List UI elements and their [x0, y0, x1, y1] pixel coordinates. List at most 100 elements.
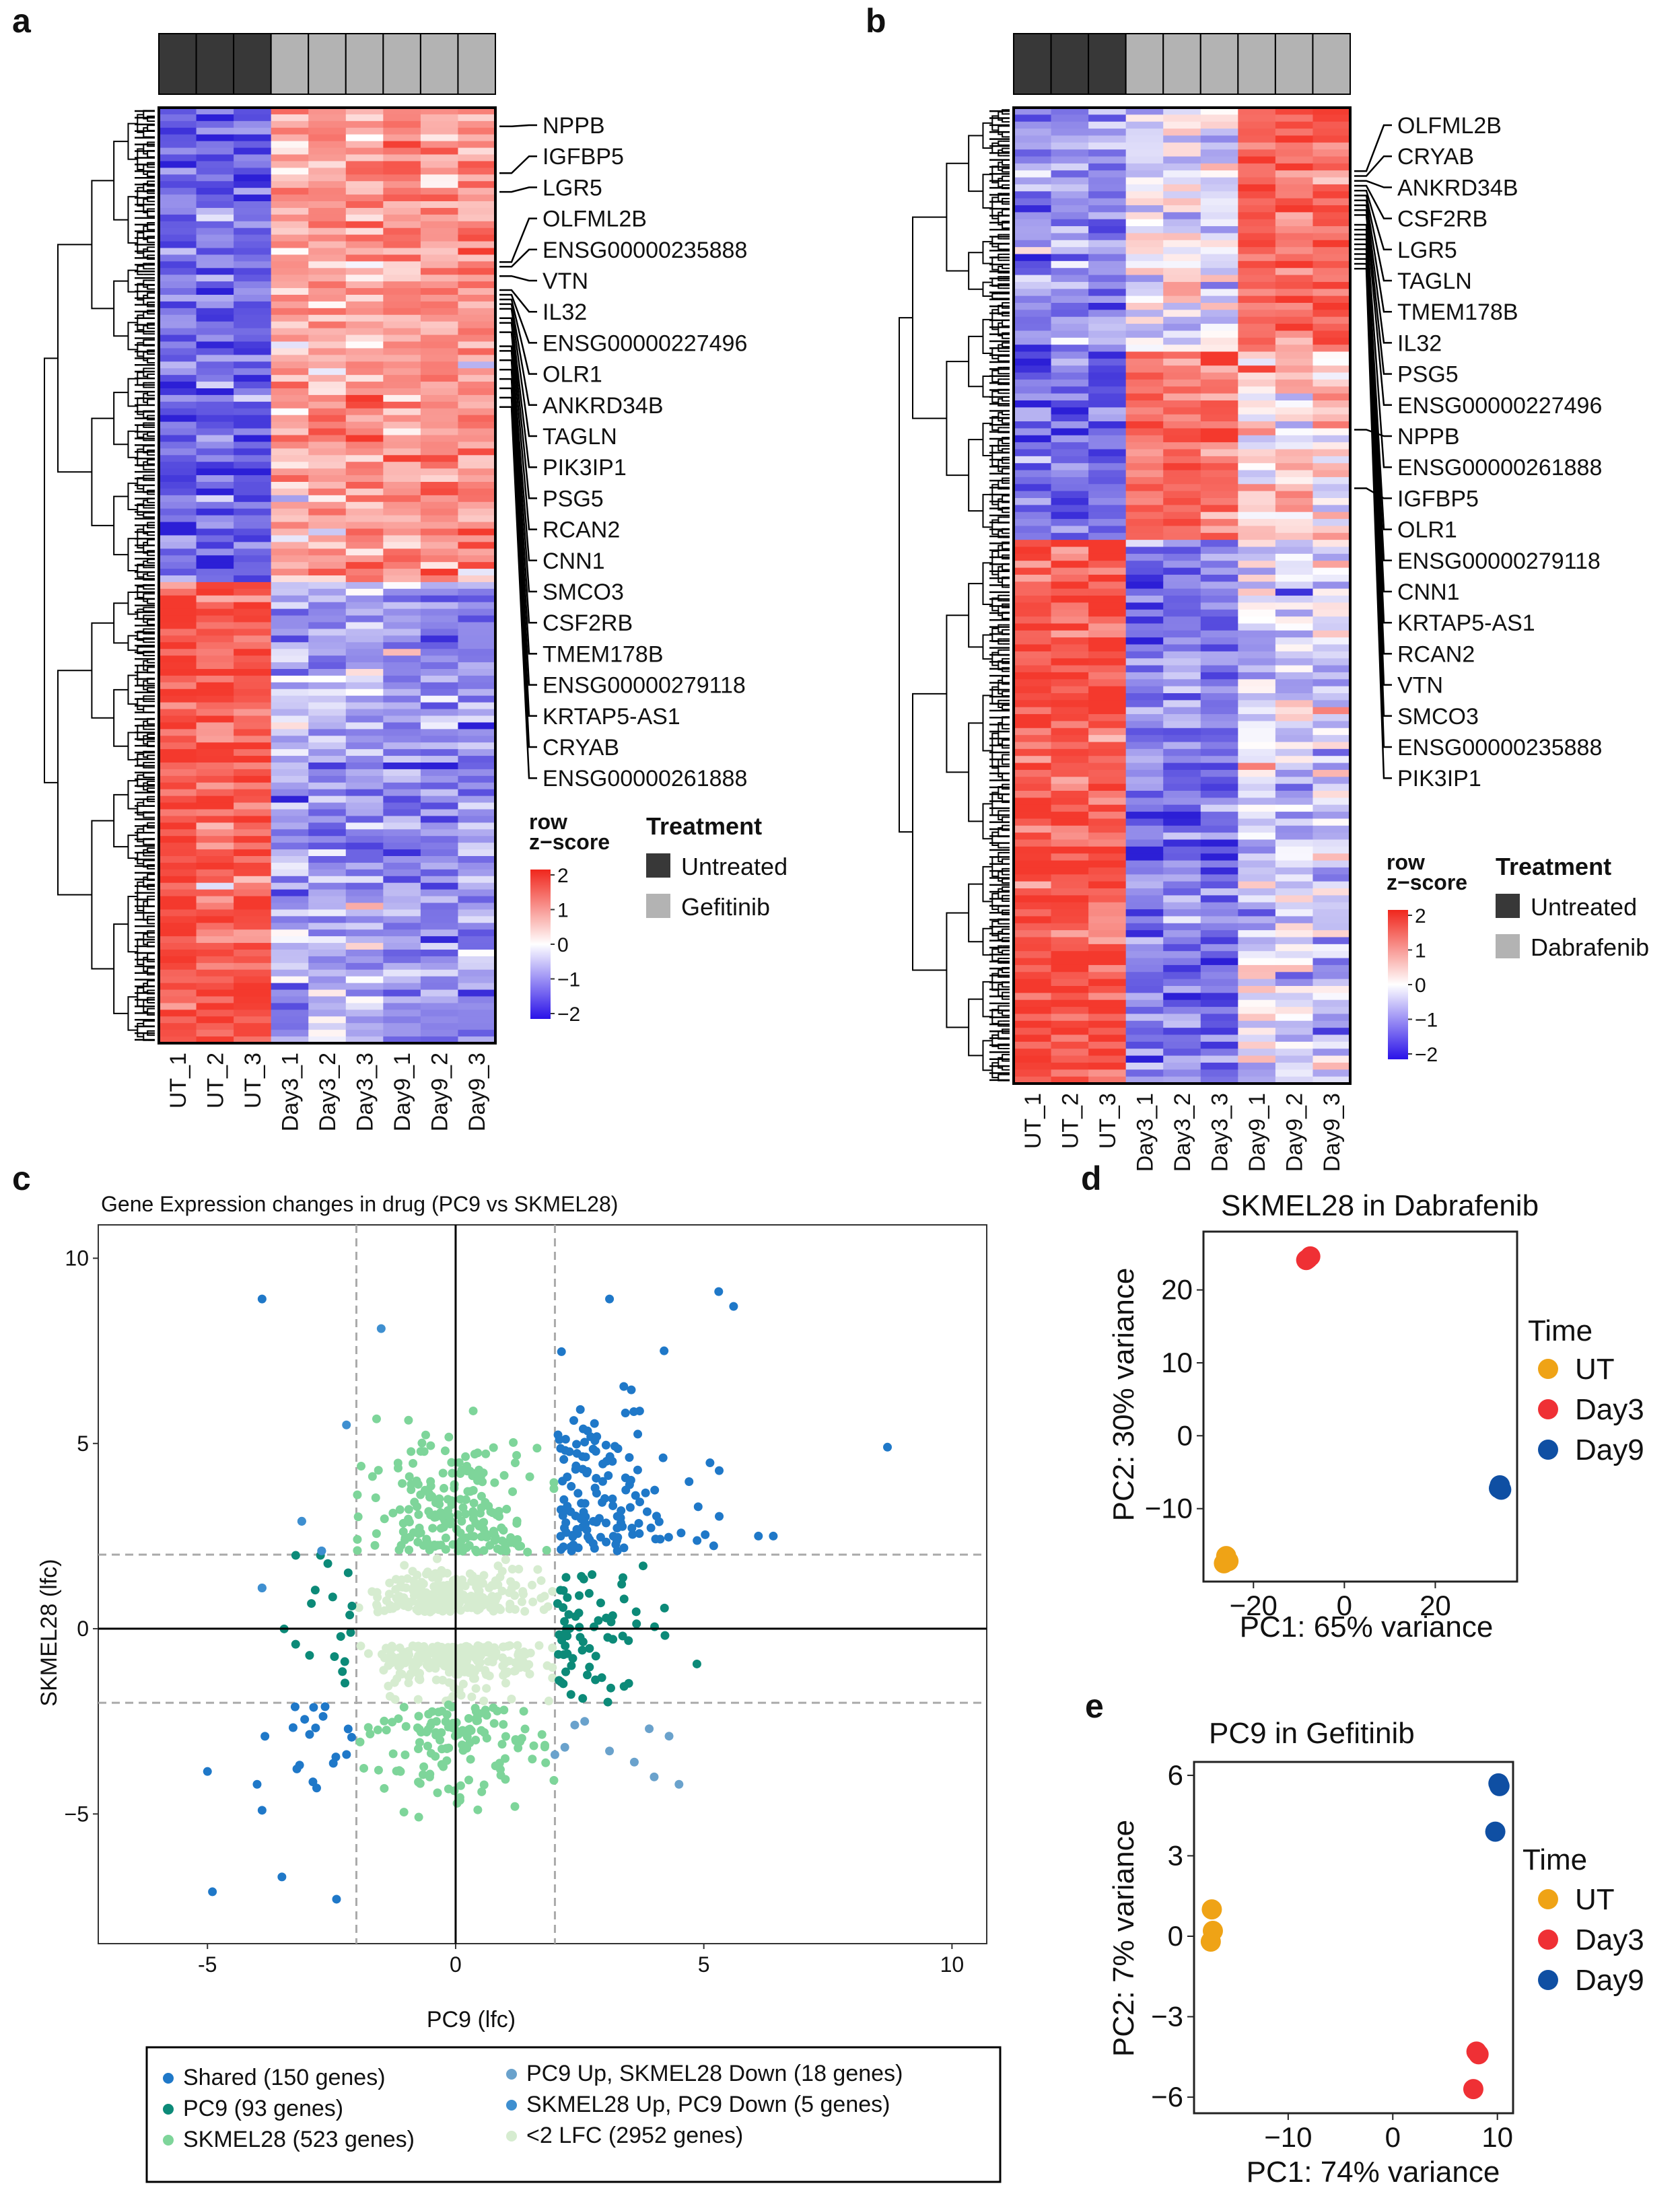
heatmap-cell — [1275, 1014, 1314, 1022]
point-skmel28 — [425, 1545, 434, 1555]
point-pc9 — [347, 1601, 357, 1611]
heatmap-cell — [420, 856, 459, 863]
heatmap-cell — [1014, 135, 1052, 143]
heatmap-cell — [1014, 923, 1052, 931]
heatmap-cell — [1200, 476, 1238, 485]
heatmap-cell — [1125, 567, 1164, 575]
heatmap-cell — [1014, 310, 1052, 318]
heatmap-cell — [458, 234, 496, 242]
point-lt2 — [385, 1691, 394, 1701]
heatmap-cell — [1275, 588, 1314, 596]
heatmap-cell — [458, 501, 496, 509]
heatmap-cell — [308, 482, 347, 489]
point-lt2 — [536, 1576, 546, 1586]
heatmap-cell — [1014, 303, 1052, 310]
heatmap-cell — [1051, 532, 1089, 540]
dendrogram-branch — [147, 550, 150, 557]
heatmap-cell — [1312, 275, 1351, 283]
point-shared — [641, 1488, 650, 1497]
heatmap-cell — [1088, 295, 1127, 304]
heatmap-cell — [1312, 658, 1351, 666]
heatmap-cell — [1125, 756, 1164, 764]
point-lt2 — [507, 1695, 516, 1704]
heatmap-cell — [420, 962, 459, 970]
heatmap-cell — [1275, 226, 1314, 234]
heatmap-cell — [458, 956, 496, 964]
heatmap-cell — [308, 876, 347, 884]
heatmap-cell — [159, 575, 197, 583]
heatmap-cell — [196, 742, 234, 750]
heatmap-cell — [1014, 233, 1052, 241]
heatmap-cell — [1312, 756, 1351, 764]
heatmap-cell — [1275, 156, 1314, 164]
heatmap-cell — [196, 375, 234, 382]
heatmap-cell — [1200, 170, 1238, 178]
dendrogram-branch — [113, 793, 129, 848]
heatmap-cell — [458, 181, 496, 188]
heatmap-cell — [1312, 748, 1351, 756]
heatmap-cell — [420, 769, 459, 777]
heatmap-cell — [1014, 289, 1052, 297]
heatmap-cell — [196, 562, 234, 569]
heatmap-cell — [1088, 407, 1127, 415]
heatmap-cell — [1014, 909, 1052, 917]
heatmap-cell — [234, 455, 272, 462]
heatmap-cell — [1200, 1076, 1238, 1084]
dendrogram-branch — [1002, 1054, 1005, 1062]
point-pc9 — [632, 1619, 641, 1629]
heatmap-cell — [1051, 623, 1089, 631]
point-pc9 — [578, 1694, 588, 1703]
heatmap-cell — [1088, 393, 1127, 401]
heatmap-cell — [1088, 881, 1127, 889]
gene-label: CSF2RB — [542, 610, 633, 636]
dendrogram-branch — [991, 651, 999, 666]
point-skmel28 — [414, 1777, 423, 1787]
heatmap-cell — [1125, 839, 1164, 847]
point-skmel28 — [422, 1534, 431, 1544]
heatmap-cell — [1088, 142, 1127, 150]
heatmap-cell — [1051, 491, 1089, 499]
heatmap-cell — [345, 147, 384, 155]
point-skmel28 — [431, 1512, 441, 1522]
point-lt2 — [382, 1644, 392, 1654]
panel-letter-e: e — [1085, 1687, 1104, 1725]
heatmap-cell — [1014, 177, 1052, 185]
heatmap-cell — [271, 749, 309, 756]
heatmap-cell — [196, 361, 234, 369]
point-skmel28 — [502, 1504, 512, 1514]
heatmap-cell — [1163, 135, 1201, 143]
heatmap-cell — [271, 475, 309, 483]
heatmap-cell — [1238, 1076, 1276, 1084]
heatmap-cell — [1200, 812, 1238, 820]
gene-connector — [1354, 199, 1392, 313]
heatmap-cell — [1312, 623, 1351, 631]
heatmap-cell — [1312, 505, 1351, 513]
heatmap-cell — [271, 207, 309, 215]
heatmap-cell — [1051, 498, 1089, 505]
heatmap-cell — [458, 843, 496, 850]
heatmap-cell — [458, 782, 496, 790]
heatmap-cell — [1014, 281, 1052, 289]
point-pc9 — [561, 1573, 571, 1582]
heatmap-cell — [458, 207, 496, 215]
heatmap-cell — [383, 522, 421, 530]
heatmap-cell — [196, 515, 234, 523]
heatmap-cell — [159, 435, 197, 443]
heatmap-cell — [1238, 1049, 1276, 1057]
heatmap-cell — [196, 301, 234, 309]
point-shared — [612, 1512, 622, 1521]
heatmap-cell — [420, 261, 459, 269]
point-lt2 — [401, 1583, 411, 1592]
heatmap-cell — [1312, 951, 1351, 959]
heatmap-cell — [383, 909, 421, 917]
heatmap-cell — [1163, 567, 1201, 575]
x-tick-label: 20 — [1420, 1590, 1451, 1621]
point-pc9 — [692, 1659, 701, 1668]
heatmap-cell — [1200, 337, 1238, 345]
heatmap-cell — [271, 555, 309, 563]
heatmap-cell — [1088, 1020, 1127, 1028]
heatmap-cell — [1200, 553, 1238, 561]
heatmap-cell — [196, 108, 234, 115]
dendrogram-branch — [147, 196, 150, 203]
heatmap-cell — [1312, 972, 1351, 980]
